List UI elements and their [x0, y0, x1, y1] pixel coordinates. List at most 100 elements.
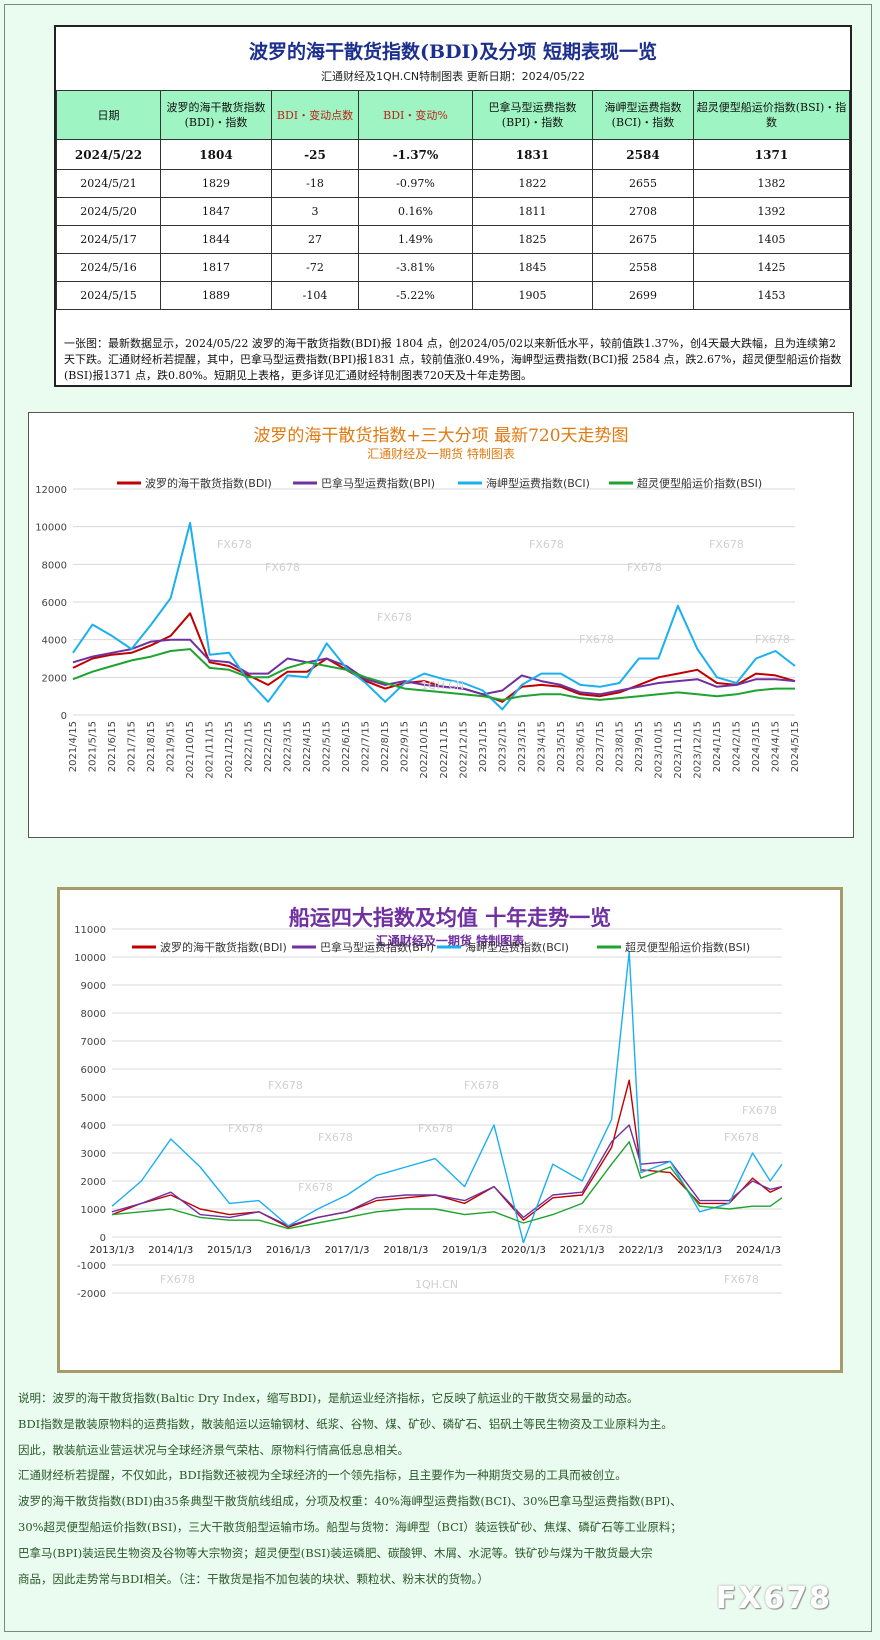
x-tick-label: 2024/1/3 [736, 1245, 781, 1256]
table-cell: 1.49% [358, 225, 473, 254]
description-line: 因此，散装航运业营运状况与全球经济景气荣枯、原物料行情高低息息相关。 [18, 1442, 409, 1457]
chart-ten-year-panel: 船运四大指数及均值 十年走势一览 汇通财经及一期货 特制图表 -2000 -100… [57, 887, 843, 1373]
table-cell: 1425 [693, 253, 850, 282]
x-tick-label: 2023/11/15 [673, 721, 684, 779]
table-cell: 2024/5/17 [56, 225, 161, 254]
table-cell: 1831 [472, 139, 593, 170]
y-tick-label: -1000 [77, 1261, 106, 1272]
x-tick-label: 2023/7/15 [595, 721, 606, 772]
x-tick-label: 2023/6/15 [575, 721, 586, 772]
y-tick-label: 0 [61, 711, 67, 722]
y-tick-label: 8000 [42, 560, 67, 571]
y-tick-label: 4000 [81, 1121, 106, 1132]
x-tick-label: 2021/7/15 [127, 721, 138, 772]
table-cell: 1822 [472, 169, 593, 198]
chart-watermark: FX678 [627, 561, 662, 574]
x-tick-label: 2023/9/15 [634, 721, 645, 772]
series-line-2 [111, 1124, 783, 1227]
chart-720-day-panel: 波罗的海干散货指数+三大分项 最新720天走势图 汇通财经及一期货 特制图表 0… [28, 412, 854, 838]
chart-watermark: FX678 [755, 633, 790, 646]
table-cell: 2024/5/20 [56, 197, 161, 226]
x-tick-label: 2021/9/15 [166, 721, 177, 772]
table-cell: 2024/5/16 [56, 253, 161, 282]
description-line: 商品，因此走势常与BDI相关。（注：干散货是指不加包装的块状、颗粒状、粉末状的货… [18, 1571, 489, 1586]
chart-watermark: FX678 [579, 633, 614, 646]
table-cell: 1844 [160, 225, 272, 254]
chart-watermark: FX678 [709, 538, 744, 551]
x-tick-label: 2021/8/15 [146, 721, 157, 772]
table-row: 2024/5/15 1889 -104 -5.22% 1905 2699 1453 [56, 281, 850, 310]
x-tick-label: 2021/5/15 [88, 721, 99, 772]
x-tick-label: 2024/2/15 [731, 721, 742, 772]
x-tick-label: 2022/11/15 [439, 721, 450, 779]
chart-watermark: FX678 [228, 1122, 263, 1135]
chart-watermark: FX678 [377, 611, 412, 624]
y-tick-label: 2000 [42, 673, 67, 684]
chart-watermark: 1QH.CN [415, 1278, 458, 1291]
y-tick-label: 3000 [81, 1149, 106, 1160]
x-tick-label: 2022/9/15 [400, 721, 411, 772]
description-line: 30%超灵便型船运价指数(BSI)，三大干散货船型运输市场。船型与货物：海岬型（… [18, 1519, 682, 1534]
x-tick-label: 2024/5/15 [790, 721, 801, 772]
col-header-bpi: 巴拿马型运费指数(BPI)・指数 [472, 90, 593, 140]
table-subtitle: 汇通财经及1QH.CN特制图表 更新日期：2024/05/22 [320, 70, 586, 83]
x-tick-label: 2021/12/15 [224, 721, 235, 779]
table-row: 2024/5/20 1847 3 0.16% 1811 2708 1392 [56, 197, 850, 226]
x-tick-label: 2022/4/15 [302, 721, 313, 772]
y-tick-label: 9000 [81, 981, 106, 992]
series-line-4 [72, 648, 795, 701]
x-tick-label: 2022/12/15 [458, 721, 469, 779]
x-tick-label: 2022/3/15 [283, 721, 294, 772]
chart-watermark: FX678 [268, 1079, 303, 1092]
chart2-subtitle: 汇通财经及一期货 特制图表 [375, 934, 525, 948]
chart-watermark: FX678 [742, 1104, 777, 1117]
summary-table-panel: 波罗的海干散货指数(BDI)及分项 短期表现一览 汇通财经及1QH.CN特制图表… [54, 25, 852, 387]
x-tick-label: 2016/1/3 [266, 1245, 311, 1256]
x-tick-label: 2024/3/15 [751, 721, 762, 772]
table-cell: 2584 [592, 139, 694, 170]
table-cell: -3.81% [358, 253, 473, 282]
col-header-bdi-change-pct: BDI・变动% [358, 90, 473, 140]
table-cell: 1453 [693, 281, 850, 310]
x-tick-label: 2023/10/15 [653, 721, 664, 779]
description-line: 巴拿马(BPI)装运民生物资及谷物等大宗物资；超灵便型(BSI)装运磷肥、碳酸钾… [18, 1545, 653, 1560]
chart2-title: 船运四大指数及均值 十年走势一览 [288, 905, 612, 930]
table-cell: 1405 [693, 225, 850, 254]
table-cell: 1817 [160, 253, 272, 282]
chart2-svg: -2000 -1000 0 1000 2000 3000 4000 5000 6000 7000 8… [74, 925, 783, 1300]
y-tick-label: 2000 [81, 1177, 106, 1188]
x-tick-label: 2017/1/3 [325, 1245, 370, 1256]
x-tick-label: 2023/8/15 [614, 721, 625, 772]
table-note: 一张图：最新数据显示，2024/05/22 波罗的海干散货指数(BDI)报 18… [64, 337, 842, 382]
y-tick-label: 6000 [42, 598, 67, 609]
table-cell: 2708 [592, 197, 694, 226]
table-row: 2024/5/17 1844 27 1.49% 1825 2675 1405 [56, 225, 850, 254]
table-title: 波罗的海干散货指数(BDI)及分项 短期表现一览 [248, 41, 658, 63]
x-tick-label: 2022/1/3 [618, 1245, 663, 1256]
series-line-1 [111, 1079, 783, 1228]
table-cell: 1905 [472, 281, 593, 310]
legend-label: 巴拿马型运费指数(BPI) [321, 476, 435, 490]
x-tick-label: 2021/11/15 [205, 721, 216, 779]
y-tick-label: 0 [100, 1233, 106, 1244]
table-cell: 2699 [592, 281, 694, 310]
chart-watermark: FX678 [298, 1181, 333, 1194]
table-cell: 2024/5/15 [56, 281, 161, 310]
col-header-bsi: 超灵便型船运价指数(BSI)・指数 [693, 90, 850, 140]
table-cell: 1804 [160, 139, 272, 170]
y-tick-label: 7000 [81, 1037, 106, 1048]
x-tick-label: 2021/4/15 [68, 721, 79, 772]
legend-label: 波罗的海干散货指数(BDI) [145, 476, 272, 490]
table-cell: 2024/5/22 [56, 139, 161, 170]
table-cell: 2024/5/21 [56, 169, 161, 198]
chart-watermark: FX678 [217, 538, 252, 551]
table-cell: -5.22% [358, 281, 473, 310]
table-cell: 1847 [160, 197, 272, 226]
description-line: 汇通财经析若提醒，不仅如此，BDI指数还被视为全球经济的一个领先指标，且主要作为… [18, 1468, 627, 1483]
table-row: 2024/5/16 1817 -72 -3.81% 1845 2558 1425 [56, 253, 850, 282]
legend-label: 海岬型运费指数(BCI) [486, 476, 590, 490]
y-tick-label: 4000 [42, 636, 67, 647]
y-tick-label: 10000 [74, 953, 106, 964]
table-cell: -1.37% [358, 139, 473, 170]
x-tick-label: 2022/2/15 [263, 721, 274, 772]
